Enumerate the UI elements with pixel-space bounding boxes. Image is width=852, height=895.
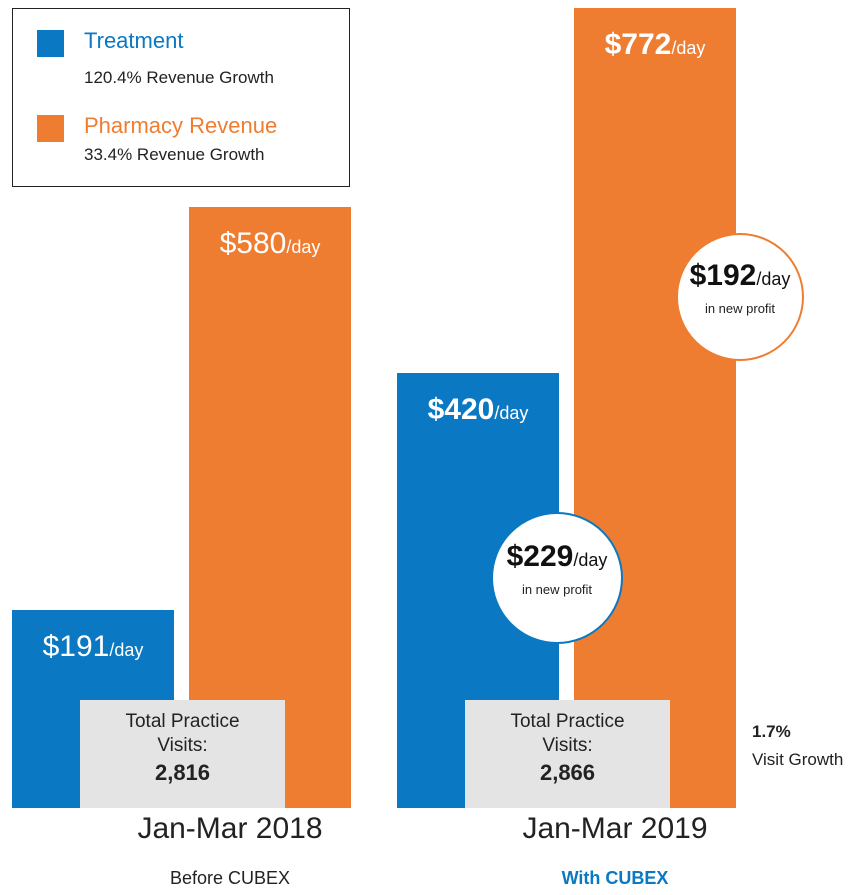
visits-label: Total Practice Visits: (510, 711, 625, 756)
visit-growth-value: 1.7% (752, 722, 791, 741)
value-number: $580 (219, 227, 287, 261)
profit-number: $192 (689, 259, 757, 292)
profit-text: in new profit (704, 301, 776, 316)
legend-note: 33.4% Revenue Growth (84, 145, 265, 164)
value-unit: /day (494, 402, 529, 423)
legend (12, 8, 350, 187)
value-number: $420 (427, 392, 495, 426)
value-number: $191 (42, 630, 110, 664)
visits-label: Total Practice Visits: (125, 711, 240, 756)
visit-growth-text: Visit Growth (752, 750, 844, 769)
profit-circle: $229/day in new profit (491, 512, 623, 644)
profit-circle: $192/day in new profit (676, 233, 804, 361)
profit-label: $229/day (493, 540, 621, 574)
x-tick-label: Jan-Mar 2018 (137, 812, 323, 845)
profit-unit: /day (573, 550, 608, 570)
visits-box: Total Practice Visits: 2,816 (80, 700, 285, 808)
value-label: $772/day (574, 28, 736, 62)
bar (574, 8, 736, 808)
visits-box: Total Practice Visits: 2,866 (465, 700, 670, 808)
legend-label: Pharmacy Revenue (84, 113, 278, 138)
value-label: $580/day (189, 227, 351, 261)
legend-swatch (37, 115, 64, 142)
value-number: $772 (604, 28, 672, 62)
legend-label: Treatment (84, 28, 184, 53)
value-unit: /day (286, 237, 321, 258)
value-label: $191/day (12, 630, 174, 664)
legend-note: 120.4% Revenue Growth (84, 68, 274, 87)
category-note: With CUBEX (561, 868, 669, 888)
legend-swatch (37, 30, 64, 57)
profit-label: $192/day (678, 259, 802, 293)
value-unit: /day (671, 38, 706, 59)
visits-value: 2,866 (539, 760, 596, 785)
visits-value: 2,816 (154, 760, 211, 785)
profit-number: $229 (506, 540, 574, 573)
value-label: $420/day (397, 393, 559, 427)
profit-unit: /day (756, 269, 791, 289)
category-note: Before CUBEX (169, 868, 291, 888)
value-unit: /day (109, 640, 144, 661)
x-tick-label: Jan-Mar 2019 (522, 812, 708, 845)
profit-text: in new profit (521, 582, 593, 597)
